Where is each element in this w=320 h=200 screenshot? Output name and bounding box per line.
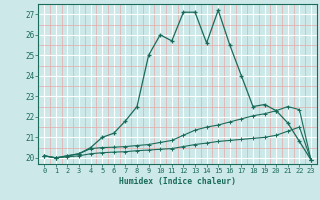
X-axis label: Humidex (Indice chaleur): Humidex (Indice chaleur)	[119, 177, 236, 186]
